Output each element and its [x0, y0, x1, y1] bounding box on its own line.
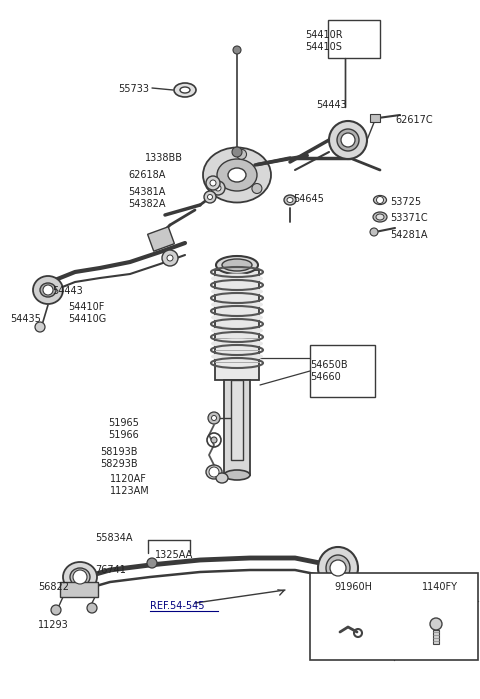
Ellipse shape: [216, 256, 258, 274]
Text: 51965
51966: 51965 51966: [108, 418, 139, 440]
Ellipse shape: [216, 473, 228, 483]
Ellipse shape: [217, 159, 257, 191]
Text: 54281A: 54281A: [390, 230, 428, 240]
Ellipse shape: [211, 352, 263, 361]
Ellipse shape: [211, 326, 263, 336]
Text: REF.54-545: REF.54-545: [150, 601, 204, 611]
Ellipse shape: [373, 212, 387, 222]
Circle shape: [233, 46, 241, 54]
Bar: [433, 630, 439, 644]
Circle shape: [430, 618, 442, 630]
Text: 1120AF
1123AM: 1120AF 1123AM: [110, 474, 150, 496]
Circle shape: [211, 437, 217, 443]
Text: 54381A
54382A: 54381A 54382A: [128, 187, 166, 208]
Text: 62617C: 62617C: [395, 115, 432, 125]
Ellipse shape: [326, 555, 350, 581]
Text: 56822: 56822: [38, 582, 69, 592]
Text: 58193B
58293B: 58193B 58293B: [100, 447, 138, 468]
Ellipse shape: [40, 283, 56, 297]
Circle shape: [208, 412, 220, 424]
Bar: [310, 573, 478, 660]
Circle shape: [212, 415, 216, 421]
Ellipse shape: [33, 276, 63, 304]
Circle shape: [252, 184, 262, 194]
Circle shape: [207, 177, 217, 187]
Text: 55834A: 55834A: [95, 533, 132, 543]
Ellipse shape: [211, 287, 263, 296]
Text: 54443: 54443: [316, 100, 347, 110]
Text: 91960H: 91960H: [334, 582, 372, 592]
Ellipse shape: [287, 198, 293, 203]
Text: 54410R
54410S: 54410R 54410S: [305, 30, 343, 52]
Ellipse shape: [206, 465, 222, 479]
Text: 62618A: 62618A: [128, 170, 166, 180]
Ellipse shape: [63, 562, 97, 592]
Ellipse shape: [228, 168, 246, 182]
Circle shape: [87, 603, 97, 613]
Bar: [328, 20, 380, 58]
Bar: [310, 345, 375, 397]
Text: 54410F
54410G: 54410F 54410G: [68, 302, 106, 324]
Ellipse shape: [376, 214, 384, 220]
Circle shape: [73, 570, 87, 584]
Bar: [215, 270, 259, 380]
Circle shape: [167, 255, 173, 261]
Circle shape: [43, 285, 53, 295]
Text: 55733: 55733: [118, 84, 149, 94]
Text: 53371C: 53371C: [390, 213, 428, 223]
Ellipse shape: [211, 273, 263, 284]
Text: 54645: 54645: [293, 194, 324, 204]
Circle shape: [209, 467, 219, 477]
Circle shape: [35, 322, 45, 332]
Ellipse shape: [337, 129, 359, 151]
Circle shape: [204, 191, 216, 203]
Bar: [147, 226, 174, 251]
Circle shape: [341, 133, 355, 147]
Circle shape: [370, 228, 378, 236]
Ellipse shape: [203, 147, 271, 203]
Circle shape: [215, 185, 221, 191]
Ellipse shape: [180, 87, 190, 93]
Text: 1338BB: 1338BB: [145, 153, 183, 163]
Ellipse shape: [224, 470, 250, 480]
Circle shape: [232, 147, 242, 157]
Text: 54650B
54660: 54650B 54660: [310, 360, 348, 382]
Ellipse shape: [373, 196, 386, 205]
Circle shape: [330, 560, 346, 576]
Circle shape: [147, 558, 157, 568]
Ellipse shape: [211, 312, 263, 322]
Ellipse shape: [211, 299, 263, 310]
Ellipse shape: [318, 547, 358, 589]
Ellipse shape: [174, 83, 196, 97]
Bar: [224, 380, 250, 475]
Circle shape: [206, 176, 220, 190]
Circle shape: [376, 196, 384, 203]
Ellipse shape: [211, 338, 263, 349]
Bar: [370, 114, 380, 122]
Text: 54435: 54435: [10, 314, 41, 324]
Text: 53725: 53725: [390, 197, 421, 207]
Circle shape: [51, 605, 61, 615]
Bar: [60, 582, 98, 597]
Circle shape: [210, 180, 216, 186]
Circle shape: [211, 181, 225, 195]
Circle shape: [207, 194, 213, 199]
Circle shape: [162, 250, 178, 266]
Ellipse shape: [70, 568, 90, 586]
Ellipse shape: [284, 195, 296, 205]
Ellipse shape: [329, 121, 367, 159]
Text: 76741: 76741: [95, 565, 126, 575]
Text: 11293: 11293: [38, 620, 69, 630]
Bar: [231, 380, 243, 460]
Text: 1140FY: 1140FY: [422, 582, 458, 592]
Circle shape: [237, 150, 247, 159]
Text: 54443: 54443: [52, 286, 83, 296]
Ellipse shape: [222, 259, 252, 271]
Text: 1325AA: 1325AA: [155, 550, 193, 560]
